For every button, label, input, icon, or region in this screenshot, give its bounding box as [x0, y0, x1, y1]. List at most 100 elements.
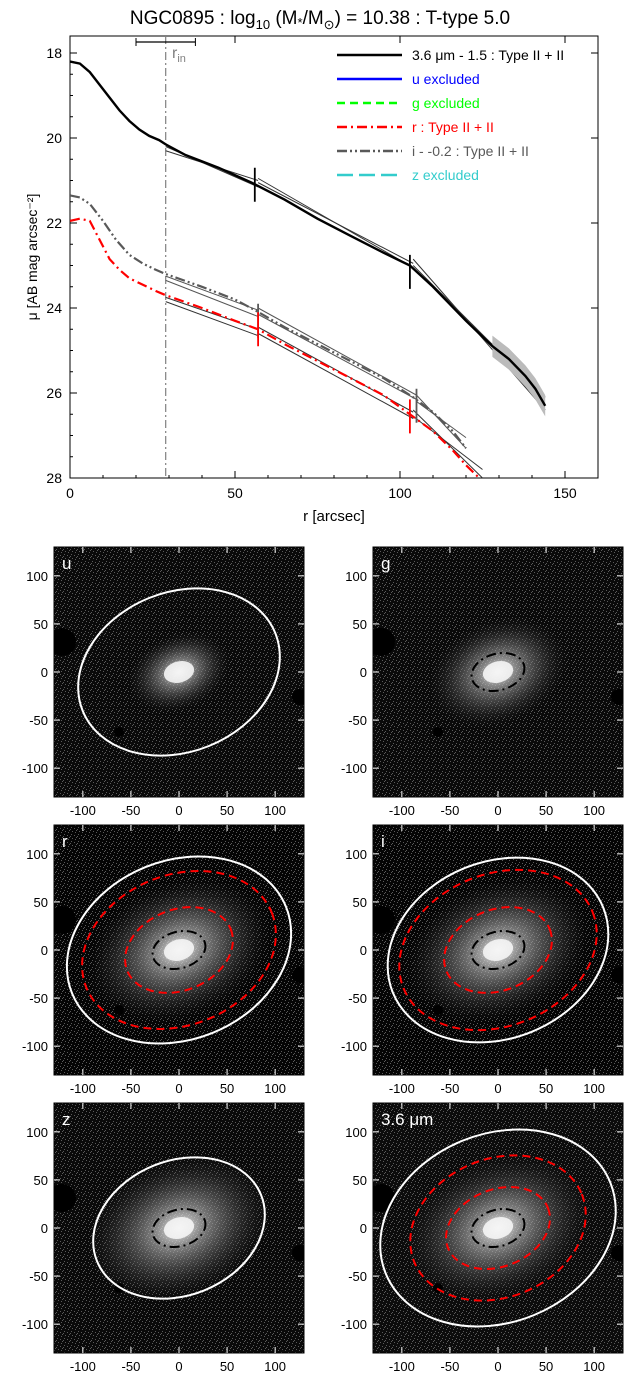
isophote-ellipse	[470, 652, 526, 692]
x-tick-label: 150	[553, 485, 577, 501]
panel-image	[373, 825, 623, 1075]
y-tick-label: 18	[46, 45, 62, 61]
legend-label-i: i - -0.2 : Type II + II	[412, 143, 529, 159]
mask-circle	[433, 727, 443, 737]
legend-label-u: u excluded	[412, 71, 480, 87]
mask-circle	[54, 906, 76, 934]
galaxy-core	[482, 939, 514, 961]
image-panel-u: u -100 -100 -50 -50 0 0 50 50 100 100	[22, 546, 305, 818]
y-tick-label: 100	[345, 847, 367, 862]
y-tick-label: 26	[46, 385, 62, 401]
x-tick-label: -50	[441, 1081, 460, 1096]
fit-line-r	[165, 301, 259, 337]
x-tick-label: -50	[122, 803, 141, 818]
panel-label: z	[62, 1110, 71, 1129]
x-tick-label: 0	[175, 1359, 182, 1374]
x-tick-label: -100	[70, 1081, 96, 1096]
x-tick-label: 0	[66, 485, 74, 501]
isophote-ellipse	[409, 1154, 587, 1302]
y-tick-label: -100	[22, 1039, 48, 1054]
y-tick-label: 50	[353, 1173, 367, 1188]
y-tick-label: 24	[46, 300, 62, 316]
y-tick-label: 0	[360, 943, 367, 958]
legend-label-ch36: 3.6 μm - 1.5 : Type II + II	[412, 47, 564, 63]
y-tick-label: -100	[22, 761, 48, 776]
panel-image	[54, 1103, 304, 1353]
mask-circle	[611, 689, 623, 705]
y-tick-label: -50	[29, 1269, 48, 1284]
legend-label-z: z excluded	[412, 167, 479, 183]
y-tick-label: 0	[360, 1221, 367, 1236]
x-tick-label: 0	[494, 1359, 501, 1374]
panel-image	[54, 825, 304, 1075]
mask-circle	[292, 967, 304, 983]
y-tick-label: 100	[345, 1125, 367, 1140]
mask-circle	[611, 967, 623, 983]
isophote-ellipse	[151, 1208, 207, 1248]
y-tick-label: 100	[345, 569, 367, 584]
fit-line-i	[257, 313, 417, 400]
x-tick-label: -50	[441, 1359, 460, 1374]
x-tick-label: -100	[389, 1081, 415, 1096]
panel-label: u	[62, 554, 71, 573]
legend-label-g: g excluded	[412, 95, 480, 111]
mask-circle	[373, 1184, 395, 1212]
y-tick-label: 50	[34, 617, 48, 632]
profile-line-i	[70, 194, 467, 449]
y-tick-label: 100	[26, 1125, 48, 1140]
x-tick-label: -50	[122, 1081, 141, 1096]
y-tick-label: -50	[29, 713, 48, 728]
y-tick-label: 100	[26, 847, 48, 862]
x-tick-label: 0	[175, 803, 182, 818]
legend: 3.6 μm - 1.5 : Type II + II u excluded g e…	[337, 47, 564, 183]
mask-circle	[114, 727, 124, 737]
x-tick-label: 50	[539, 803, 553, 818]
isophote-ellipse	[470, 1208, 526, 1248]
x-tick-label: -100	[70, 1359, 96, 1374]
y-tick-label: 50	[353, 895, 367, 910]
panel-image	[54, 547, 304, 797]
mask-circle	[54, 628, 76, 656]
y-tick-label: 0	[41, 943, 48, 958]
x-tick-label: -100	[389, 1359, 415, 1374]
panel-image	[373, 547, 623, 797]
isophote-ellipse	[65, 855, 293, 1045]
fit-line-ch36	[257, 182, 414, 264]
x-axis-label: r [arcsec]	[303, 508, 365, 525]
y-axis-label: μ [AB mag arcsec⁻²]	[24, 194, 40, 321]
y-tick-label: -100	[22, 1317, 48, 1332]
mask-circle	[292, 1245, 304, 1261]
fit-line-r	[412, 409, 483, 478]
profile-series	[70, 60, 547, 478]
mask-circle	[114, 1005, 124, 1015]
x-tick-label: -100	[389, 803, 415, 818]
isophote-ellipse	[443, 906, 553, 994]
x-tick-label: 50	[220, 1081, 234, 1096]
y-tick-label: -50	[29, 991, 48, 1006]
fit-line-i	[257, 307, 417, 396]
profile-line-r	[70, 217, 480, 478]
galaxy-core	[482, 661, 514, 683]
y-tick-label: 0	[41, 665, 48, 680]
y-tick-label: 0	[41, 1221, 48, 1236]
isophote-ellipse	[470, 930, 526, 970]
y-tick-label: 100	[26, 569, 48, 584]
x-tick-label: 50	[539, 1081, 553, 1096]
galaxy-core	[163, 1217, 195, 1239]
image-panel-i: i -100 -100 -50 -50 0 0 50 50 100 100	[341, 824, 624, 1096]
x-tick-label: 100	[264, 1359, 286, 1374]
mask-circle	[373, 628, 395, 656]
mask-circle	[433, 1005, 443, 1015]
x-tick-label: 0	[494, 803, 501, 818]
x-tick-label: 50	[227, 485, 243, 501]
y-tick-label: 50	[353, 617, 367, 632]
y-tick-label: 20	[46, 130, 62, 146]
x-tick-label: 100	[264, 803, 286, 818]
image-panel-ch36: 3.6 μm -100 -100 -50 -50 0 0 50 50 100 100	[341, 1102, 624, 1374]
galaxy-core	[163, 939, 195, 961]
x-tick-label: -100	[70, 803, 96, 818]
panel-label: g	[381, 554, 390, 573]
x-tick-label: 100	[583, 1359, 605, 1374]
y-tick-label: 50	[34, 895, 48, 910]
